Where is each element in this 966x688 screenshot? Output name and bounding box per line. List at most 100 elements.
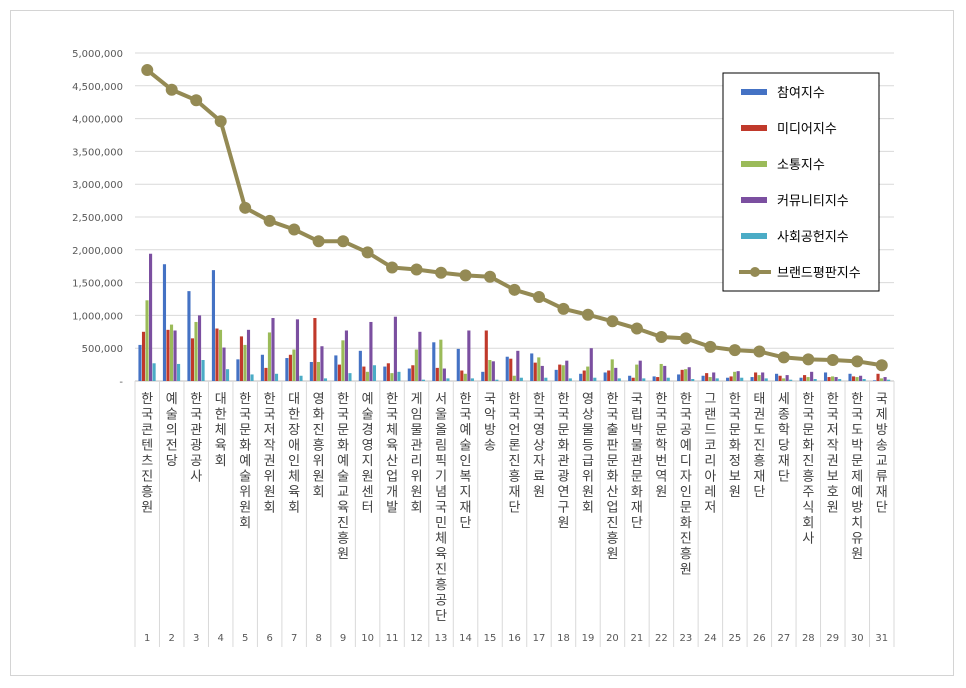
bar-사회공헌지수 xyxy=(691,379,695,381)
bar-미디어지수 xyxy=(337,364,341,381)
bar-미디어지수 xyxy=(460,370,464,381)
legend-label: 참여지수 xyxy=(777,86,825,101)
bar-사회공헌지수 xyxy=(348,373,352,381)
line-point xyxy=(165,83,178,96)
bar-커뮤니티지수 xyxy=(149,253,153,381)
bar-미디어지수 xyxy=(803,375,807,381)
bar-참여지수 xyxy=(505,356,509,381)
bar-커뮤니티지수 xyxy=(491,361,495,381)
bar-미디어지수 xyxy=(729,376,733,381)
bar-커뮤니티지수 xyxy=(859,375,863,381)
bar-커뮤니티지수 xyxy=(614,367,618,381)
line-point xyxy=(728,344,741,357)
bar-소통지수 xyxy=(292,349,296,381)
bar-참여지수 xyxy=(628,375,632,381)
bar-미디어지수 xyxy=(411,365,415,381)
line-point xyxy=(435,266,448,279)
bar-사회공헌지수 xyxy=(225,369,230,381)
line-point xyxy=(532,291,545,304)
bar-커뮤니티지수 xyxy=(344,330,349,381)
bar-커뮤니티지수 xyxy=(589,348,593,381)
y-tick-label: 4,000,000 xyxy=(72,115,123,126)
bar-커뮤니티지수 xyxy=(883,377,887,381)
x-category-number: 4 xyxy=(218,633,224,644)
bar-참여지수 xyxy=(652,376,656,381)
bar-커뮤니티지수 xyxy=(197,315,202,381)
bar-미디어지수 xyxy=(166,329,170,381)
bar-미디어지수 xyxy=(631,377,635,381)
bar-소통지수 xyxy=(414,349,418,381)
bar-사회공헌지수 xyxy=(715,378,719,381)
bar-사회공헌지수 xyxy=(544,377,548,381)
bar-사회공헌지수 xyxy=(421,379,425,381)
line-point xyxy=(141,64,154,77)
bar-소통지수 xyxy=(684,369,688,381)
bar-사회공헌지수 xyxy=(887,379,891,381)
bar-소통지수 xyxy=(635,364,639,381)
bar-사회공헌지수 xyxy=(593,377,597,381)
bar-미디어지수 xyxy=(362,366,366,381)
x-category-number: 1 xyxy=(144,633,150,644)
line-point xyxy=(190,94,203,107)
x-category-number: 30 xyxy=(851,633,864,644)
line-point xyxy=(826,354,839,367)
brand-reputation-chart: - 500,000 1,000,000 1,500,000 2,000,000 2,500… xyxy=(72,49,895,647)
bar-사회공헌지수 xyxy=(177,363,181,381)
bar-커뮤니티지수 xyxy=(785,375,789,381)
x-category-number: 31 xyxy=(875,633,888,644)
bar-미디어지수 xyxy=(386,363,390,381)
x-category-number: 20 xyxy=(606,633,619,644)
bar-커뮤니티지수 xyxy=(222,347,226,381)
bar-미디어지수 xyxy=(509,358,513,381)
x-category-number: 10 xyxy=(361,633,374,644)
y-tick-label: 1,000,000 xyxy=(72,311,123,322)
bar-커뮤니티지수 xyxy=(565,360,569,381)
bar-미디어지수 xyxy=(582,370,586,381)
bar-소통지수 xyxy=(169,324,174,381)
bar-미디어지수 xyxy=(264,367,268,381)
bar-미디어지수 xyxy=(851,376,856,381)
x-category-number: 18 xyxy=(557,633,570,644)
bar-커뮤니티지수 xyxy=(712,372,716,381)
x-category-number: 27 xyxy=(777,633,790,644)
bar-참여지수 xyxy=(432,342,436,381)
legend-label: 브랜드평판지수 xyxy=(777,266,861,281)
line-point xyxy=(508,283,521,296)
bar-소통지수 xyxy=(512,375,516,381)
legend-swatch xyxy=(741,125,767,131)
bar-미디어지수 xyxy=(141,331,146,381)
bar-참여지수 xyxy=(701,375,705,381)
y-tick-label: 4,500,000 xyxy=(72,82,123,93)
line-point xyxy=(655,331,668,344)
x-category-number: 16 xyxy=(508,633,521,644)
bar-소통지수 xyxy=(194,321,198,381)
bar-미디어지수 xyxy=(754,372,758,381)
bar-참여지수 xyxy=(187,291,191,381)
bar-참여지수 xyxy=(211,270,216,381)
bar-소통지수 xyxy=(806,377,810,381)
bar-커뮤니티지수 xyxy=(369,321,373,381)
legend-swatch xyxy=(741,233,767,239)
bar-소통지수 xyxy=(390,373,394,381)
bar-미디어지수 xyxy=(876,373,880,381)
bar-소통지수 xyxy=(757,375,761,381)
bar-미디어지수 xyxy=(558,364,562,381)
bar-커뮤니티지수 xyxy=(638,360,642,381)
bar-미디어지수 xyxy=(288,354,292,381)
line-point xyxy=(214,115,227,128)
bar-미디어지수 xyxy=(705,373,709,381)
